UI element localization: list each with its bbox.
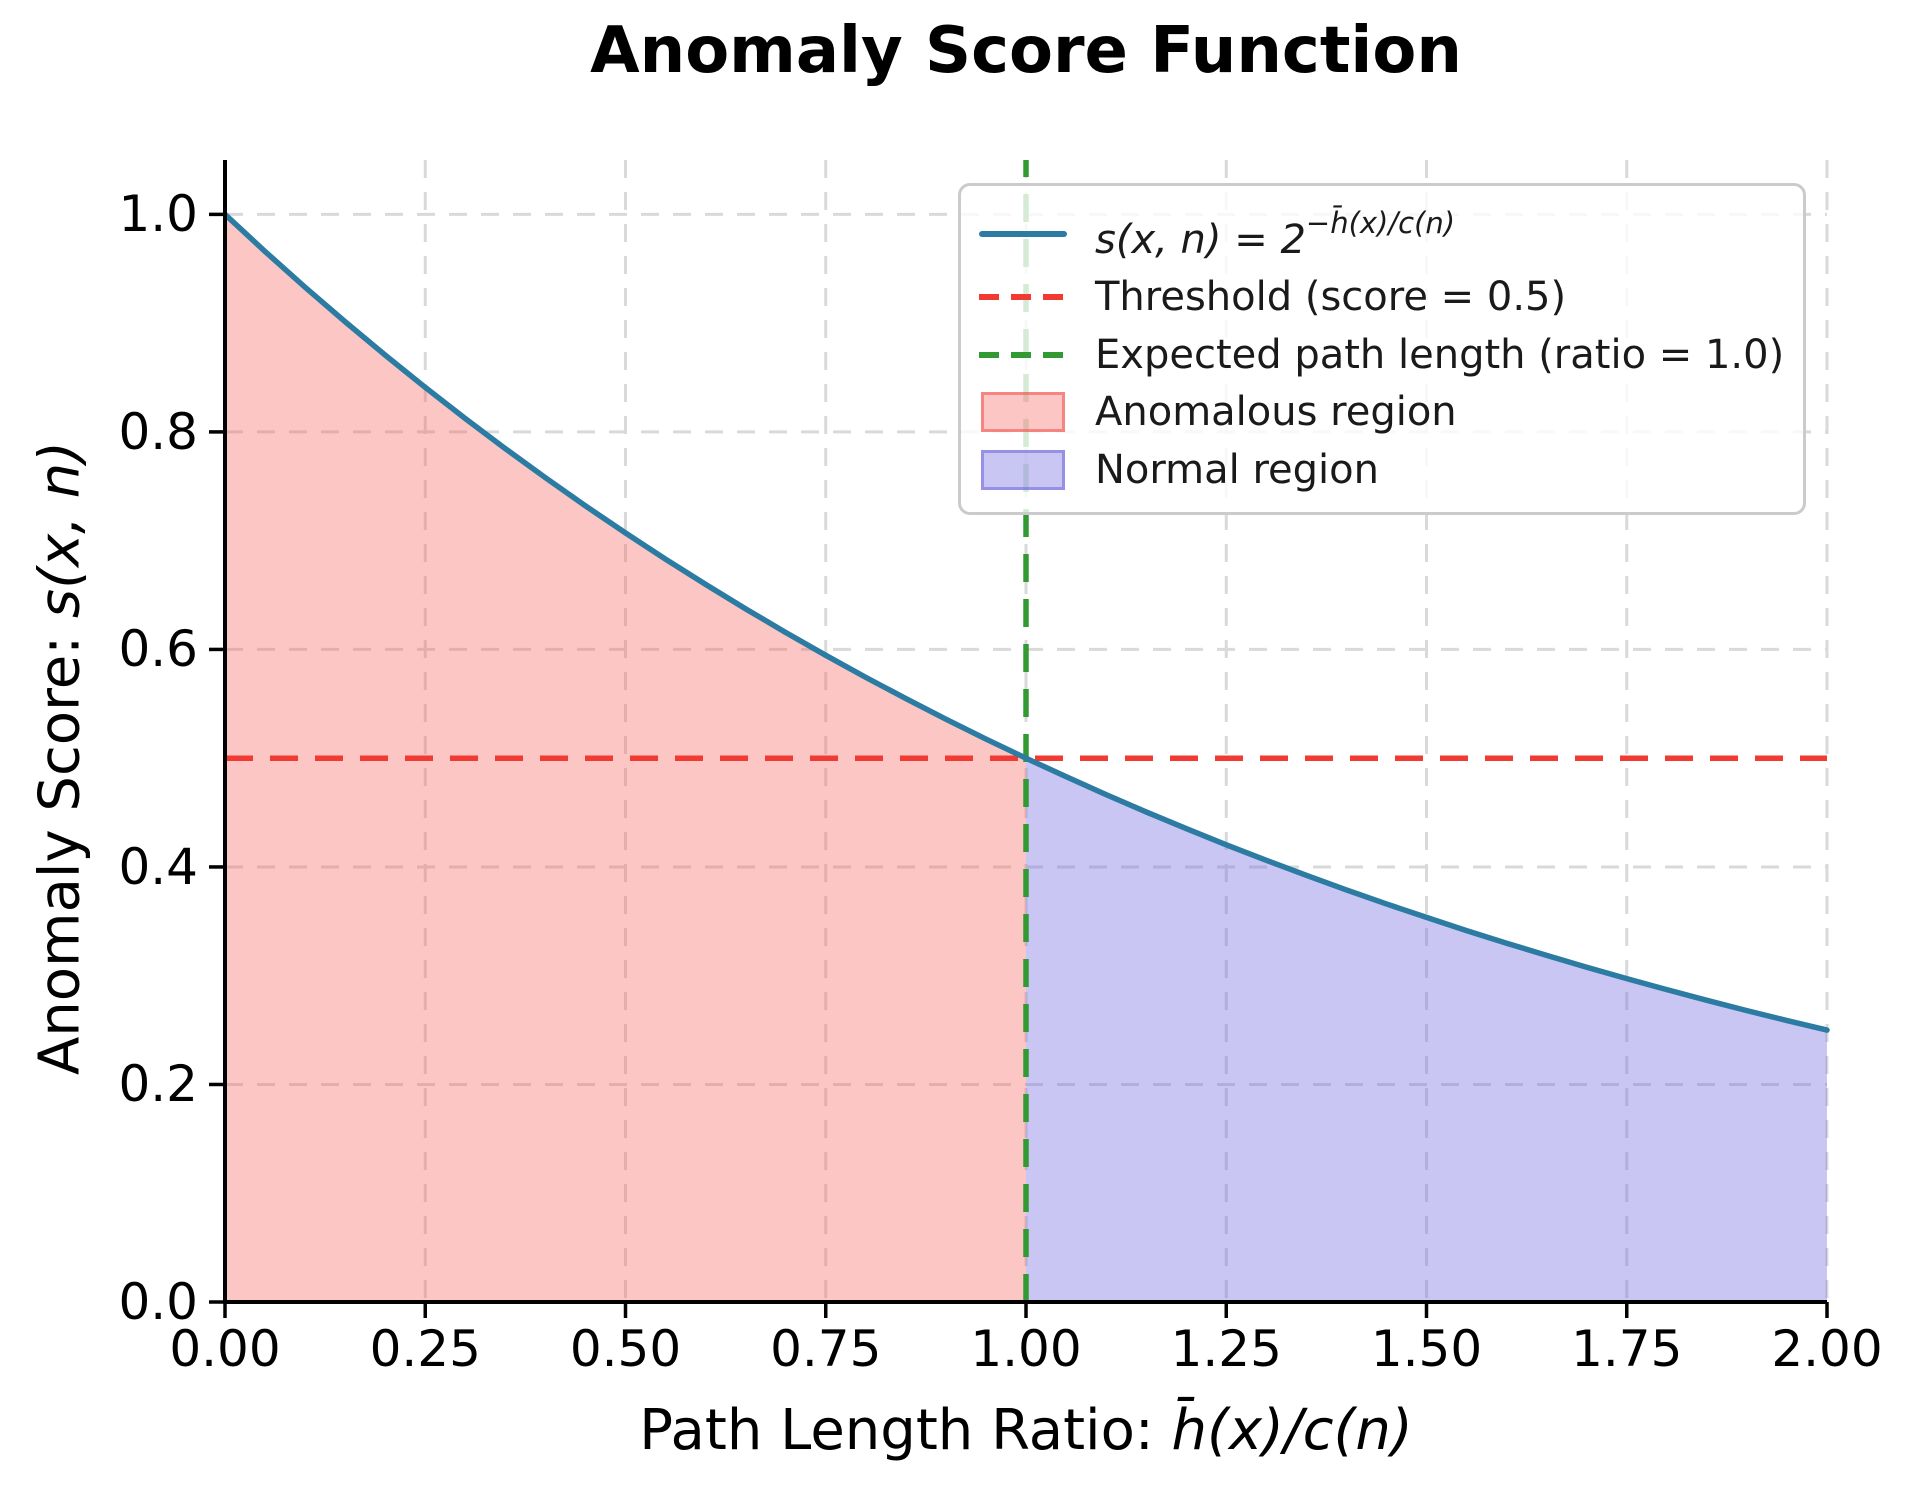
anomalous-region-fill (225, 214, 1026, 1302)
x-tick-label: 1.25 (1170, 1320, 1282, 1378)
legend-label-threshold: Threshold (score = 0.5) (1095, 274, 1567, 320)
chart-title: Anomaly Score Function (590, 14, 1462, 88)
normal-region-fill (1026, 758, 1827, 1302)
legend-item-threshold: Threshold (score = 0.5) (977, 274, 1783, 320)
legend-label-curve: s(x, n) = 2−h̄(x)/c(n) (1095, 205, 1456, 263)
x-axis-label-math: h̄(x)/c(n) (1171, 1398, 1413, 1463)
legend-label-normal: Normal region (1095, 446, 1379, 493)
legend: s(x, n) = 2−h̄(x)/c(n) Threshold (score … (958, 183, 1806, 515)
x-tick-label: 0.00 (169, 1320, 281, 1378)
expected-line-swatch (979, 351, 1067, 358)
anomalous-region-swatch (981, 392, 1065, 432)
normal-region-swatch (981, 449, 1065, 490)
legend-item-anomalous: Anomalous region (977, 389, 1783, 435)
legend-label-anomalous: Anomalous region (1095, 389, 1457, 435)
y-axis-label-math: s(x, n) (27, 440, 93, 619)
curve-line-swatch (979, 231, 1067, 237)
x-tick-label: 0.25 (369, 1320, 481, 1378)
legend-item-curve: s(x, n) = 2−h̄(x)/c(n) (977, 206, 1783, 263)
y-tick-label: 0.6 (118, 620, 198, 679)
x-tick-label: 1.00 (970, 1320, 1082, 1378)
y-tick-label: 0.0 (118, 1273, 198, 1331)
legend-item-normal: Normal region (977, 447, 1783, 493)
x-axis-label-text: Path Length Ratio: (639, 1398, 1172, 1463)
y-tick-label: 0.8 (118, 402, 198, 461)
score-curve (222, 211, 1830, 1033)
legend-item-expected: Expected path length (ratio = 1.0) (977, 331, 1785, 378)
x-axis-label: Path Length Ratio: h̄(x)/c(n) (225, 1398, 1827, 1463)
threshold-line-swatch (979, 294, 1067, 300)
x-tick-label: 2.00 (1771, 1320, 1883, 1378)
x-tick-label: 1.50 (1370, 1320, 1483, 1378)
y-tick-label: 1.0 (118, 185, 198, 244)
x-tick-label: 0.50 (569, 1320, 682, 1378)
y-tick-label: 0.4 (118, 837, 198, 896)
y-axis-label: Anomaly Score: s(x, n) (28, 441, 93, 1075)
x-tick-label: 0.75 (770, 1320, 882, 1378)
legend-label-expected: Expected path length (ratio = 1.0) (1095, 331, 1785, 378)
y-tick-label: 0.2 (118, 1055, 198, 1114)
x-tick-label: 1.75 (1571, 1320, 1683, 1378)
